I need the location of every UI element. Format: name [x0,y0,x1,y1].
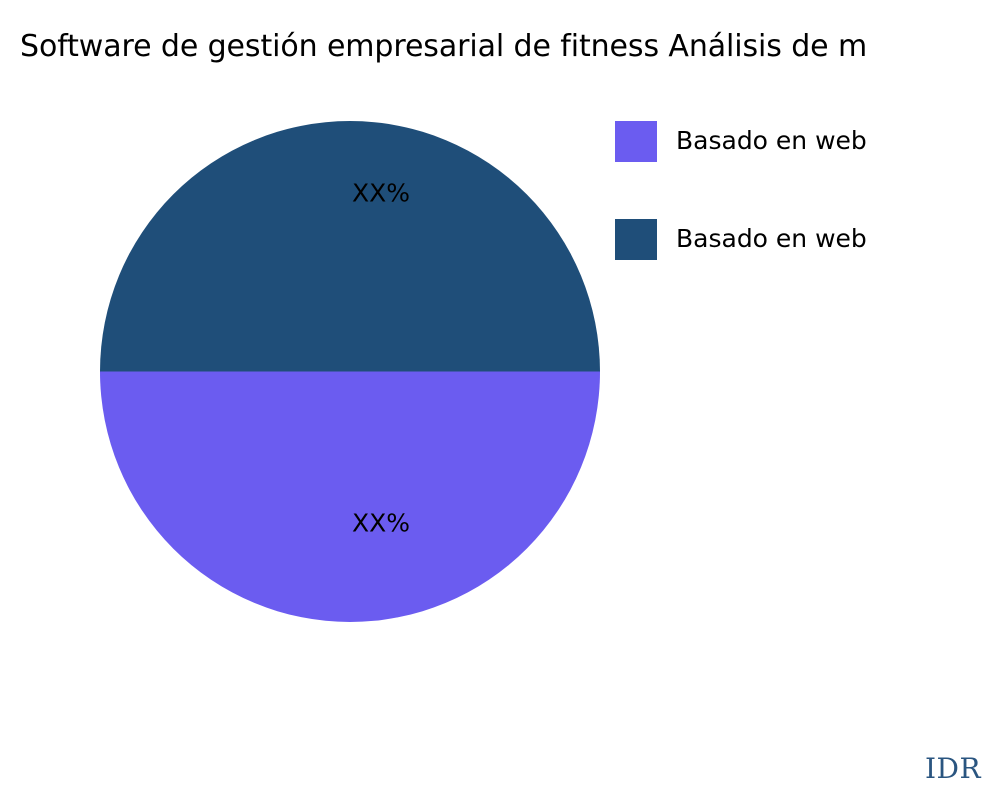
legend: Basado en web Basado en web [615,121,1000,317]
legend-swatch-purple [615,121,657,162]
legend-swatch-dark-blue [615,219,657,260]
chart-title: Software de gestión empresarial de fitne… [20,29,868,64]
legend-item-0[interactable]: Basado en web [615,121,1000,219]
pie-slice-dark-blue[interactable] [100,121,600,372]
legend-label-0: Basado en web [676,126,867,155]
pie-chart: XX% XX% [100,121,600,622]
legend-label-1: Basado en web [676,224,867,253]
pie-slice-purple[interactable] [100,371,600,623]
pie-slice-label-dark-blue: XX% [351,178,411,208]
watermark-idr: IDR [925,752,982,785]
pie-slice-label-purple: XX% [351,508,411,538]
legend-item-1[interactable]: Basado en web [615,219,1000,317]
pie-svg [100,121,600,622]
